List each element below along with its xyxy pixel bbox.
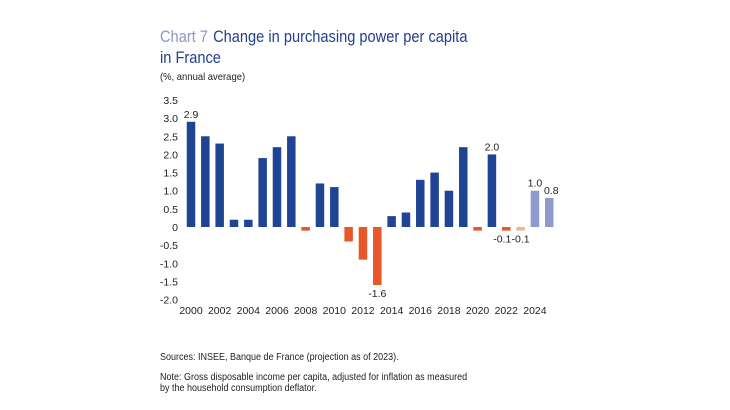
bar-2009 (315, 183, 325, 227)
bar-2015 (401, 212, 411, 227)
data-label-2025: 0.8 (544, 185, 559, 197)
bar-2007 (287, 136, 296, 227)
bar-2014 (387, 216, 396, 227)
bar-2001 (201, 136, 210, 227)
note-line-1: Note: Gross disposable income per capita… (160, 372, 468, 383)
bar-2013 (373, 227, 382, 286)
bar-2020 (473, 227, 482, 231)
bar-2004 (244, 219, 253, 227)
bar-2006 (272, 147, 282, 227)
bar-chart: 3.53.02.52.01.51.00.50-0.5-1.0-1.5-2.020… (160, 95, 559, 317)
x-tick-label: 2002 (208, 305, 232, 317)
x-tick-label: 2008 (294, 305, 318, 317)
data-label-2013: -1.6 (368, 288, 386, 300)
bar-2010 (330, 187, 339, 227)
x-tick-label: 2006 (265, 305, 289, 317)
y-tick-label: -2.0 (160, 295, 178, 307)
data-label-2022: -0.1 (493, 234, 511, 246)
x-tick-label: 2024 (523, 305, 547, 317)
bar-2021 (487, 154, 497, 227)
x-tick-label: 2020 (466, 305, 490, 317)
x-tick-label: 2022 (495, 305, 519, 317)
title-line-1: Change in purchasing power per capita (213, 27, 468, 46)
chart-number: Chart 7 (160, 27, 208, 46)
data-label-2023: -0.1 (512, 234, 530, 246)
y-tick-label: 2.5 (163, 131, 178, 143)
bar-2003 (229, 219, 239, 227)
unit-label: (%, annual average) (160, 71, 246, 83)
title-line-2: in France (160, 48, 221, 67)
y-tick-label: 2.0 (163, 149, 178, 161)
y-tick-label: 3.5 (163, 95, 178, 107)
y-tick-label: 3.0 (163, 113, 178, 125)
bar-2025 (545, 197, 554, 227)
bar-2019 (459, 147, 468, 227)
x-tick-label: 2012 (351, 305, 375, 317)
y-tick-label: -1.0 (160, 258, 178, 270)
bar-2008 (301, 227, 310, 231)
data-label-2021: 2.0 (485, 141, 500, 153)
bar-2018 (444, 190, 454, 227)
y-tick-label: -0.5 (160, 240, 178, 252)
bar-2012 (358, 227, 368, 260)
y-tick-label: 1.0 (163, 186, 178, 198)
y-tick-label: 0.5 (163, 204, 178, 216)
bar-2002 (215, 143, 224, 227)
x-tick-label: 2016 (409, 305, 433, 317)
data-label-2000: 2.9 (184, 109, 199, 121)
data-label-2024: 1.0 (528, 178, 543, 190)
x-tick-label: 2010 (323, 305, 347, 317)
x-tick-label: 2014 (380, 305, 404, 317)
note-line-2: by the household consumption deflator. (160, 383, 317, 394)
y-tick-label: 1.5 (163, 168, 178, 180)
chart-title: Chart 7 Change in purchasing power per ca… (160, 26, 468, 68)
x-tick-label: 2018 (437, 305, 461, 317)
bar-2005 (258, 158, 267, 227)
x-tick-label: 2004 (237, 305, 261, 317)
bar-2023 (516, 227, 525, 231)
y-tick-label: -1.5 (160, 276, 178, 288)
bar-2011 (344, 227, 353, 242)
bar-2017 (430, 172, 439, 227)
bar-2024 (530, 190, 540, 227)
y-tick-label: 0 (172, 222, 178, 234)
sources-text: Sources: INSEE, Banque de France (projec… (160, 352, 399, 363)
bar-2022 (502, 227, 511, 231)
x-tick-label: 2000 (179, 305, 203, 317)
bar-2016 (416, 179, 425, 227)
bar-2000 (186, 121, 196, 227)
